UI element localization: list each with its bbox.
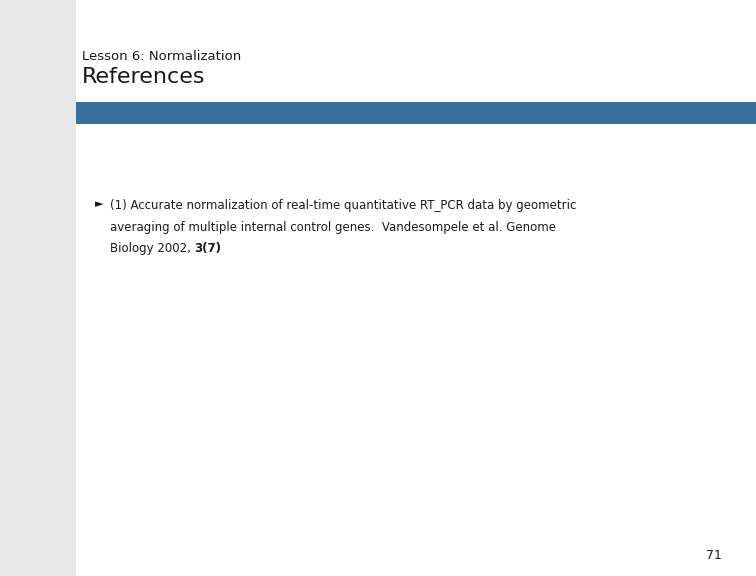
Bar (0, 0, 76, 576)
Text: 71: 71 (706, 548, 722, 562)
Text: ►: ► (94, 199, 103, 209)
Bar (76, 102, 756, 124)
Text: Lesson 6: Normalization: Lesson 6: Normalization (82, 51, 241, 63)
Text: References: References (82, 67, 205, 87)
Text: averaging of multiple internal control genes.  Vandesompele et al. Genome: averaging of multiple internal control g… (110, 221, 556, 234)
Text: Biology 2002,: Biology 2002, (110, 242, 194, 256)
Text: 3(7): 3(7) (194, 242, 222, 256)
Text: (1) Accurate normalization of real-time quantitative RT_PCR data by geometric: (1) Accurate normalization of real-time … (110, 199, 576, 212)
